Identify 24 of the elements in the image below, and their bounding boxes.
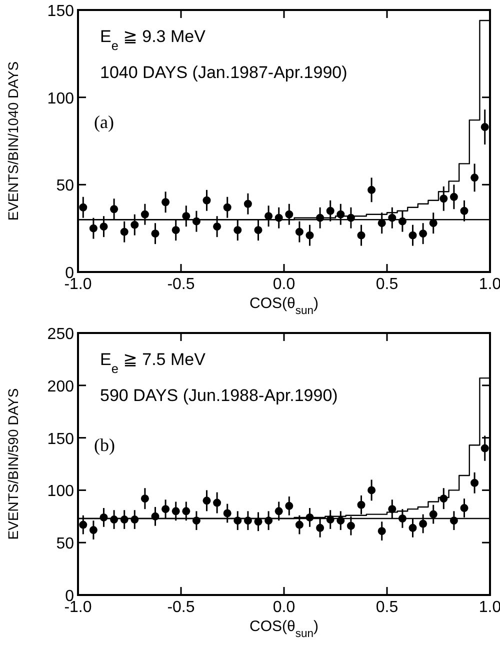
y-tick-label: 100 [47,90,74,108]
y-tick-label: 50 [56,178,74,195]
y-tick-label: 50 [56,536,74,553]
annotation: E$_{e}$ ≧ 7.5 MeV [100,350,206,376]
x-axis-title: COS(θ$_{sun}$) [250,618,318,640]
annotation: (a) [94,112,114,132]
annotation: 1040 DAYS (Jan.1987-Apr.1990) [100,63,348,82]
x-axis-title: COS(θ$_{sun}$) [250,295,318,317]
y-tick-label: 150 [47,3,74,20]
x-tick-label: 0.5 [376,599,398,616]
annotation: E$_{e}$ ≧ 9.3 MeV [100,27,206,52]
y-axis-title: EVENTS/BIN/1040 DAYS [5,61,21,221]
y-tick-label: 150 [47,430,74,448]
annotation: 590 DAYS (Jun.1988-Apr.1990) [100,386,338,405]
y-axis-title: EVENTS/BIN/590 DAYS [5,388,21,540]
x-tick-label: -0.5 [167,599,195,616]
x-tick-label: 0.0 [272,276,296,293]
x-tick-label: -0.5 [167,276,195,293]
y-tick-label: 250 [47,326,74,343]
x-tick-label: 0.0 [272,599,296,616]
y-tick-label: 200 [47,378,74,396]
x-tick-label: 0.5 [376,276,398,293]
y-tick-label: 100 [47,483,74,500]
annotation: (b) [94,435,115,455]
